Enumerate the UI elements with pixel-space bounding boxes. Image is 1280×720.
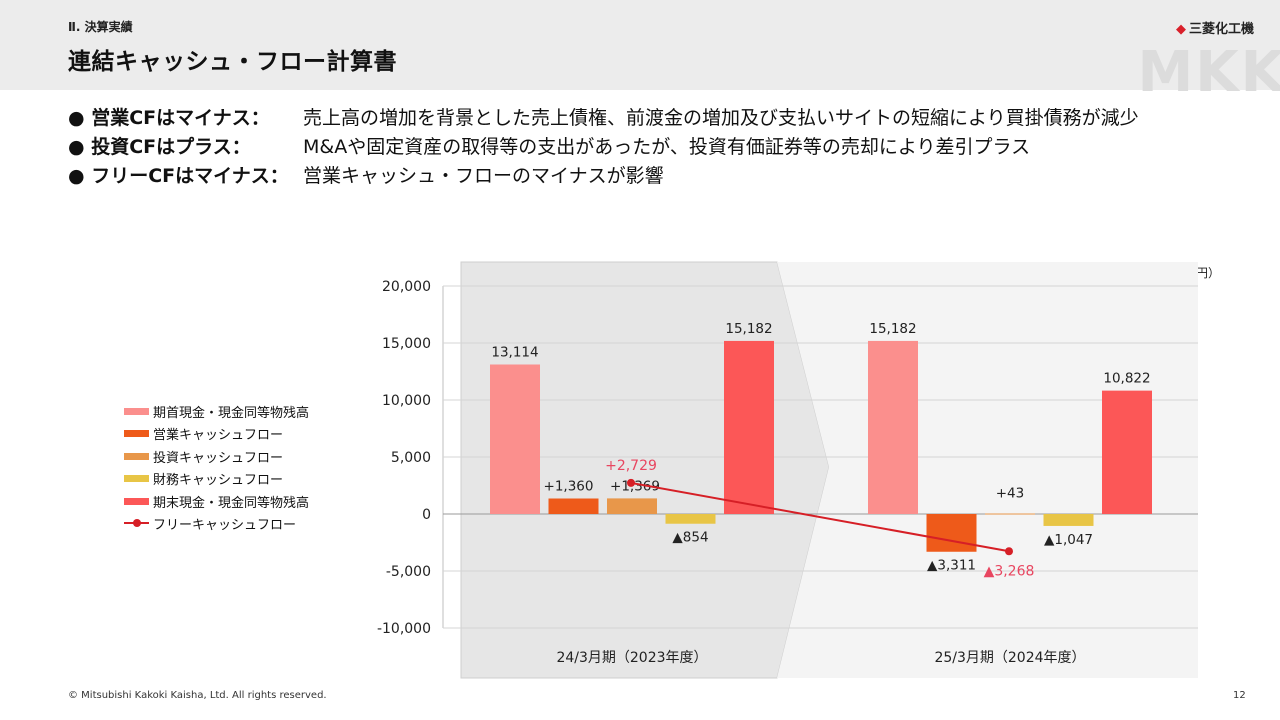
legend-swatch: [124, 452, 149, 460]
data-label: ▲3,311: [927, 558, 976, 574]
copyright: © Mitsubishi Kakoki Kaisha, Ltd. All rig…: [68, 690, 327, 701]
legend-item-operating-cf: 営業キャッシュフロー: [124, 423, 309, 446]
company-logo: ◆ 三菱化工機: [1176, 18, 1254, 37]
free-cf-label: ▲3,268: [984, 563, 1035, 579]
bar: [1043, 514, 1094, 526]
legend-label: 営業キャッシュフロー: [153, 428, 284, 444]
bullet-list: ● 営業CFはマイナス： 売上高の増加を背景とした売上債権、前渡金の増加及び支払…: [68, 104, 1139, 191]
free-cf-label: +2,729: [605, 458, 657, 474]
legend-swatch: [124, 475, 149, 483]
bullet-free-cf: ● フリーCFはマイナス： 営業キャッシュ・フローのマイナスが影響: [68, 162, 1139, 191]
bullet-investing-cf: ● 投資CFはプラス： M&Aや固定資産の取得等の支出があったが、投資有価証券等…: [68, 133, 1139, 162]
data-label: 15,182: [869, 321, 916, 337]
data-label: 15,182: [725, 321, 772, 337]
bar: [665, 514, 716, 524]
bullet-text: 売上高の増加を背景とした売上債権、前渡金の増加及び支払いサイトの短縮により買掛債…: [303, 107, 1139, 129]
bullet-text: 営業キャッシュ・フローのマイナスが影響: [303, 165, 664, 187]
bar: [1102, 390, 1152, 514]
bar: [926, 514, 977, 552]
watermark: MKK: [1137, 40, 1280, 105]
legend-swatch: [124, 430, 149, 438]
y-tick-label: -5,000: [386, 564, 431, 580]
legend-label: 期首現金・現金同等物残高: [153, 405, 310, 421]
data-label: +1,369: [610, 478, 660, 494]
data-label: ▲854: [672, 530, 708, 546]
bullet-label: ● 投資CFはプラス：: [68, 136, 251, 158]
bar: [985, 513, 1035, 515]
legend-item-closing-balance: 期末現金・現金同等物残高: [124, 490, 309, 513]
legend-swatch: [124, 497, 149, 505]
x-tick-label: 25/3月期（2024年度）: [934, 650, 1085, 666]
data-label: +43: [996, 486, 1025, 502]
bar: [607, 498, 657, 514]
legend-label: フリーキャッシュフロー: [153, 518, 297, 534]
section-label: Ⅱ. 決算実績: [68, 20, 133, 34]
diamond-logo-icon: ◆: [1176, 22, 1186, 37]
legend-item-opening-balance: 期首現金・現金同等物残高: [124, 400, 309, 423]
bullet-label: ● フリーCFはマイナス：: [68, 165, 289, 187]
free-cf-point: [627, 478, 635, 487]
legend-label: 期末現金・現金同等物残高: [153, 495, 310, 511]
bullet-label: ● 営業CFはマイナス：: [68, 107, 270, 129]
bar: [490, 364, 540, 514]
data-label: 10,822: [1103, 371, 1150, 387]
y-tick-label: 5,000: [391, 450, 431, 466]
header-band: Ⅱ. 決算実績 連結キャッシュ・フロー計算書 ◆ 三菱化工機 MKK: [0, 0, 1280, 105]
legend-item-financing-cf: 財務キャッシュフロー: [124, 468, 309, 491]
free-cf-line: [630, 481, 1010, 553]
bullet-operating-cf: ● 営業CFはマイナス： 売上高の増加を背景とした売上債権、前渡金の増加及び支払…: [68, 104, 1139, 133]
page-number: 12: [1233, 690, 1246, 701]
legend-label: 投資キャッシュフロー: [153, 450, 284, 466]
legend-swatch: [124, 407, 149, 415]
page-title: 連結キャッシュ・フロー計算書: [68, 49, 397, 75]
data-label: +1,360: [544, 478, 594, 494]
data-label: ▲1,047: [1044, 532, 1093, 548]
bullet-text: M&Aや固定資産の取得等の支出があったが、投資有価証券等の売却により差引プラス: [303, 136, 1031, 158]
y-tick-label: 0: [422, 507, 431, 523]
y-tick-label: 10,000: [382, 393, 431, 409]
legend-item-free-cf: フリーキャッシュフロー: [124, 513, 309, 536]
x-tick-label: 24/3月期（2023年度）: [556, 650, 707, 666]
y-tick-label: 15,000: [382, 336, 431, 352]
y-tick-label: -10,000: [377, 621, 431, 637]
bar: [724, 340, 774, 514]
bar: [868, 340, 918, 514]
legend-label: 財務キャッシュフロー: [153, 473, 284, 489]
chart-legend: 期首現金・現金同等物残高 営業キャッシュフロー 投資キャッシュフロー 財務キャッ…: [124, 400, 309, 535]
legend-item-investing-cf: 投資キャッシュフロー: [124, 445, 309, 468]
y-tick-label: 20,000: [382, 279, 431, 295]
free-cf-point: [1005, 547, 1013, 556]
legend-line-marker: [124, 519, 149, 528]
logo-text: 三菱化工機: [1189, 22, 1255, 37]
bar: [548, 498, 599, 514]
data-label: 13,114: [491, 345, 538, 361]
